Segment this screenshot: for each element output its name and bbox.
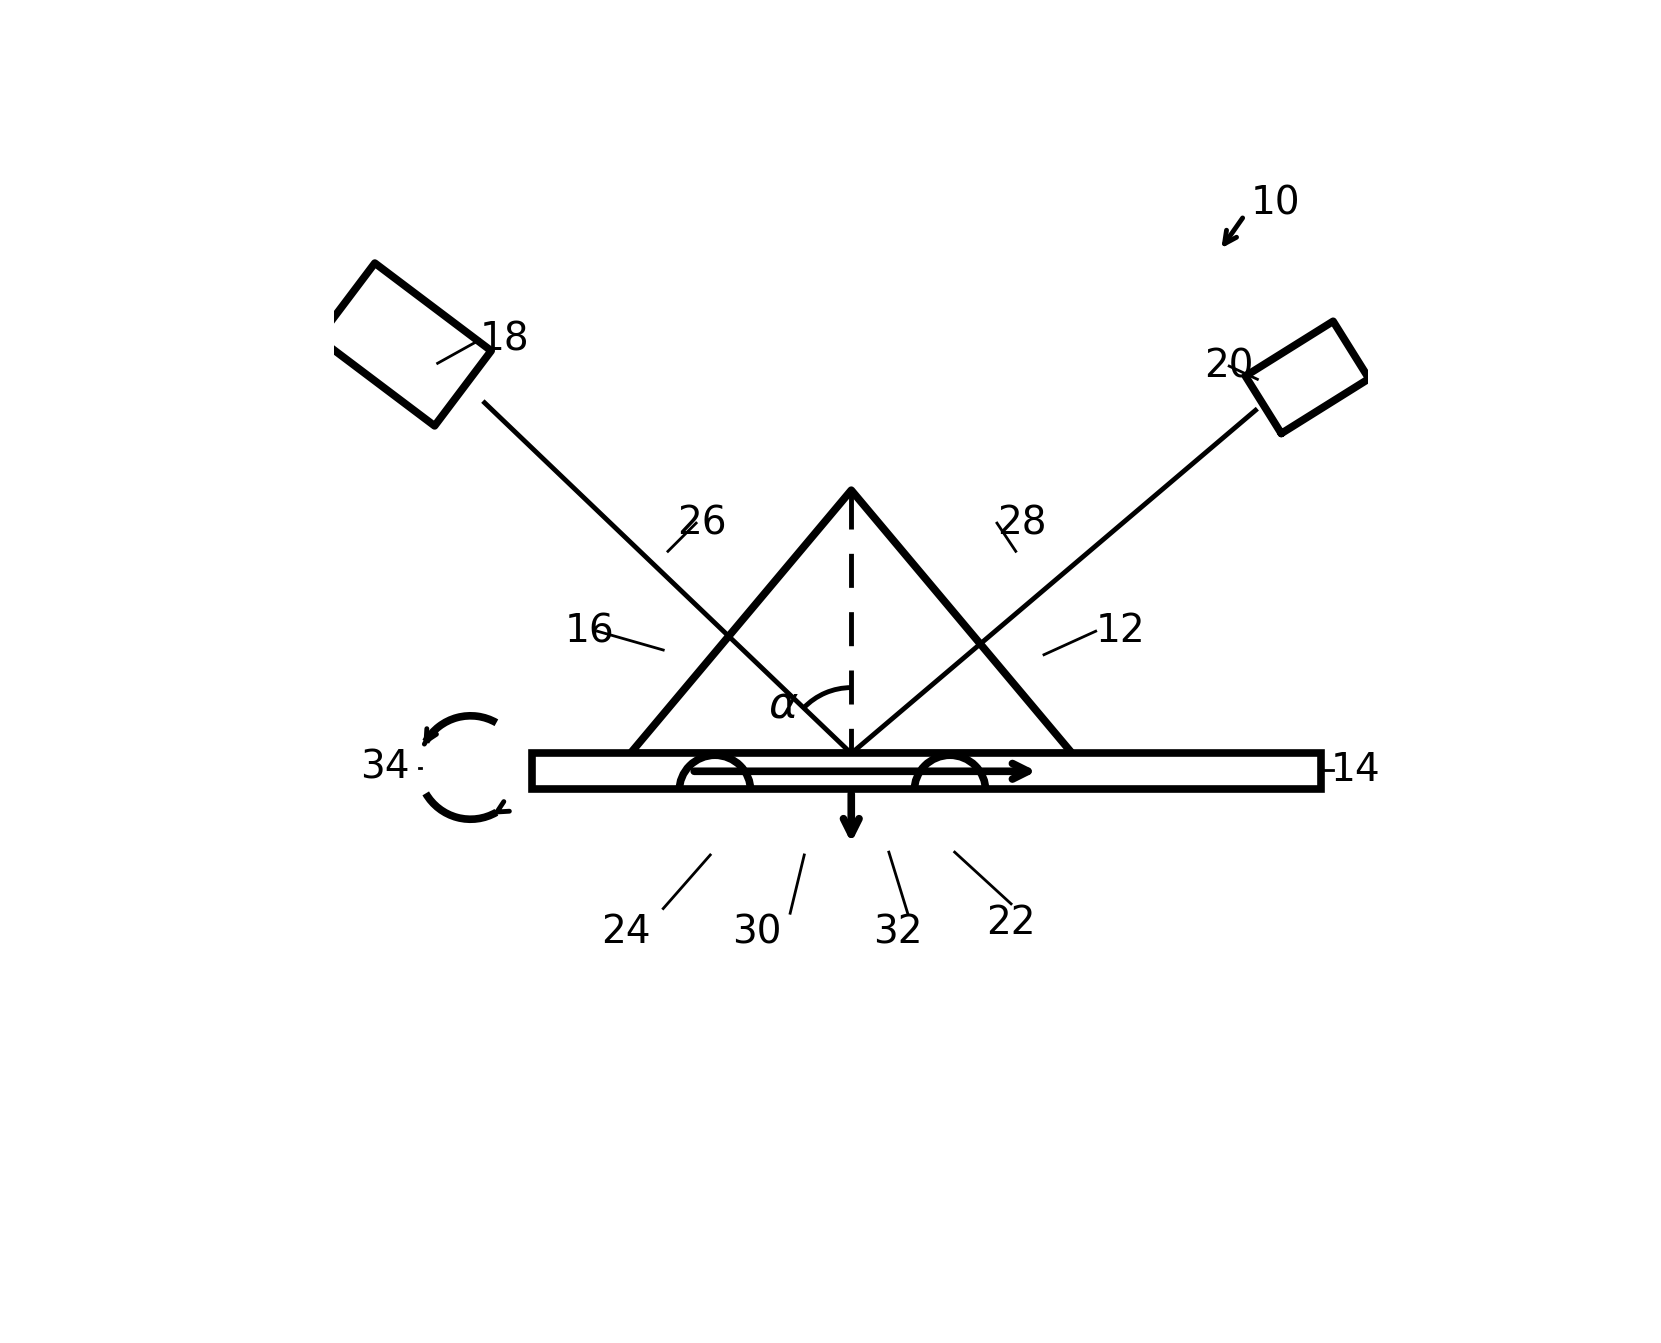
Text: 34: 34 — [360, 748, 410, 787]
Text: 16: 16 — [565, 612, 615, 650]
Text: $\alpha$: $\alpha$ — [769, 684, 799, 727]
Text: 30: 30 — [733, 913, 782, 951]
Text: 12: 12 — [1096, 612, 1146, 650]
Bar — [532, 753, 1320, 790]
Text: 28: 28 — [997, 504, 1046, 543]
Text: 26: 26 — [678, 504, 728, 543]
Text: 14: 14 — [1330, 751, 1380, 790]
Text: 20: 20 — [1204, 346, 1254, 385]
Text: 32: 32 — [874, 913, 924, 951]
Text: 22: 22 — [987, 904, 1036, 941]
Text: 10: 10 — [1251, 184, 1301, 223]
Text: 24: 24 — [601, 913, 651, 951]
Text: 18: 18 — [480, 321, 530, 359]
